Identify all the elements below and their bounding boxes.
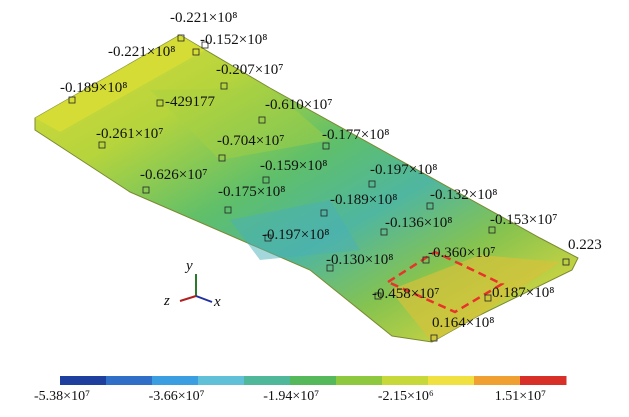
stress-label: -0.153×10⁷: [490, 212, 557, 228]
colorbar-label: -2.15×10⁶: [378, 389, 434, 404]
axis-label: y: [184, 258, 193, 274]
colorbar-segment: [198, 376, 245, 385]
stress-label: -0.197×10⁸: [370, 162, 437, 178]
colorbar: -5.38×10⁷ -3.66×10⁷ -1.94×10⁷ -2.15×10⁶ 1.51…: [34, 376, 567, 404]
colorbar-segment: [60, 376, 107, 385]
probe-marker: [484, 294, 492, 302]
stress-label: -0.136×10⁸: [385, 215, 452, 231]
probe-marker: [326, 264, 334, 272]
probe-marker: [68, 96, 76, 104]
stress-label: 0.187×10⁸: [492, 285, 554, 301]
probe-marker: [488, 226, 496, 234]
colorbar-segment: [244, 376, 291, 385]
probe-marker: [258, 116, 266, 124]
probe-marker: [262, 176, 270, 184]
stress-label: -0.177×10⁸: [322, 127, 389, 143]
probe-marker: [426, 202, 434, 210]
colorbar-segment: [428, 376, 475, 385]
stress-label: -0.189×10⁸: [330, 192, 397, 208]
probe-marker: [430, 334, 438, 342]
stress-label: -0.458×10⁷: [372, 286, 439, 302]
probe-marker: [368, 180, 376, 188]
probe-marker: [142, 186, 150, 194]
colorbar-segment: [474, 376, 521, 385]
stress-label: -0.197×10⁸: [262, 227, 329, 243]
probe-marker: [201, 41, 209, 49]
stress-label: -0.610×10⁷: [265, 97, 332, 113]
axis-triad: y z x: [163, 258, 221, 310]
probe-marker: [224, 206, 232, 214]
probe-marker: [422, 256, 430, 264]
stress-label: -0.261×10⁷: [96, 126, 163, 142]
stress-label: -0.626×10⁷: [140, 167, 207, 183]
stress-label: -0.132×10⁸: [430, 187, 497, 203]
probe-marker: [562, 258, 570, 266]
axis-label: x: [213, 294, 221, 310]
colorbar-segment: [336, 376, 383, 385]
colorbar-label: -1.94×10⁷: [263, 389, 319, 404]
probe-marker: [156, 99, 164, 107]
probe-marker: [192, 48, 200, 56]
colorbar-segment: [106, 376, 153, 385]
probe-marker: [320, 209, 328, 217]
stress-label: -0.207×10⁷: [216, 62, 283, 78]
stress-label: -0.152×10⁸: [200, 32, 267, 48]
probe-marker: [264, 234, 272, 242]
stress-label: -429177: [165, 94, 215, 110]
colorbar-segment: [152, 376, 199, 385]
probe-marker: [322, 142, 330, 150]
colorbar-segment: [520, 376, 567, 385]
stress-label: -0.360×10⁷: [428, 245, 495, 261]
stress-label: 0.223: [568, 237, 602, 253]
stress-label: -0.130×10⁸: [326, 252, 393, 268]
colorbar-label: -5.38×10⁷: [34, 389, 90, 404]
colorbar-segment: [382, 376, 429, 385]
probe-marker: [220, 82, 228, 90]
colorbar-label: -3.66×10⁷: [149, 389, 205, 404]
stress-label: -0.704×10⁷: [217, 133, 284, 149]
axis-label: z: [163, 293, 170, 309]
probe-marker: [218, 154, 226, 162]
probe-marker: [374, 292, 382, 300]
probe-marker: [380, 228, 388, 236]
surface: [34, 34, 579, 343]
stress-label: -0.189×10⁸: [60, 80, 127, 96]
colorbar-segment: [290, 376, 337, 385]
probe-marker: [98, 141, 106, 149]
stress-label: 0.164×10⁸: [432, 315, 494, 331]
stress-label: -0.221×10⁸: [170, 10, 237, 26]
probe-marker: [177, 34, 185, 42]
stress-label: -0.221×10⁸: [108, 44, 175, 60]
colorbar-label: 1.51×10⁷: [495, 389, 546, 404]
stress-label: -0.159×10⁸: [260, 158, 327, 174]
stress-label: -0.175×10⁸: [218, 184, 285, 200]
